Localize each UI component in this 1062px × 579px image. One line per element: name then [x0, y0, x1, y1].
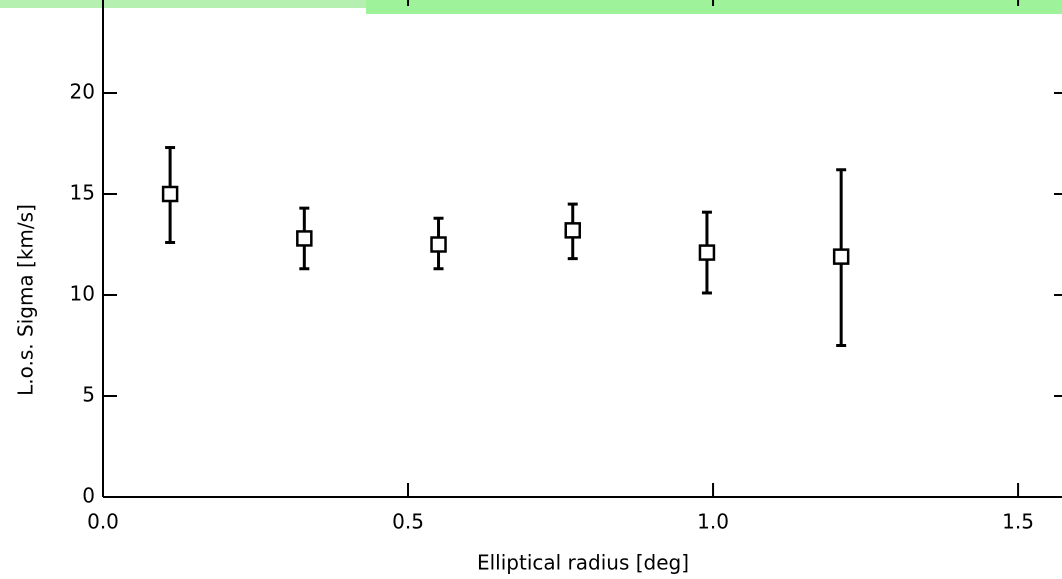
y-tick-label: 0 — [82, 484, 95, 508]
y-tick-label: 20 — [70, 80, 95, 104]
x-axis-label: Elliptical radius [deg] — [477, 551, 689, 575]
top-bar-left — [0, 0, 366, 8]
x-tick-label: 1.0 — [697, 510, 729, 534]
point — [430, 236, 447, 253]
top-bar-right — [366, 0, 1062, 14]
point — [698, 244, 716, 261]
x-tick-label: 1.5 — [1002, 510, 1034, 534]
point — [296, 230, 313, 247]
x-tick-label: 0.5 — [392, 510, 424, 534]
point — [161, 185, 179, 203]
point — [564, 222, 581, 239]
y-tick-label: 5 — [82, 383, 95, 407]
y-tick-label: 10 — [70, 282, 95, 306]
y-axis-label: L.o.s. Sigma [km/s] — [14, 204, 38, 396]
x-tick-label: 0.0 — [87, 510, 119, 534]
point — [832, 248, 850, 265]
y-tick-label: 25 — [70, 0, 95, 3]
y-tick-label: 15 — [70, 181, 95, 205]
